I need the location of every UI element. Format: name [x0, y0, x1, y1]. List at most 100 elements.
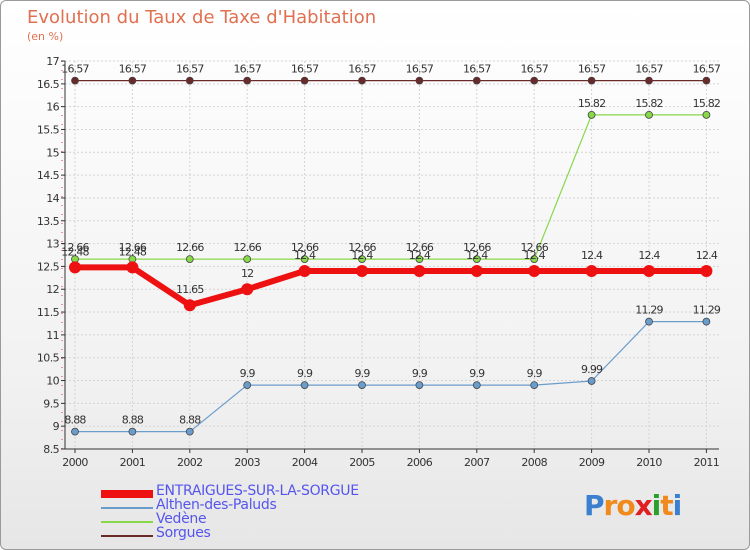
series-althen-des-paluds: 8.88 8.88 8.88 9.9 9.9 9.9 9.9 9.9 9.9 9.99 11.29 1… [64, 304, 722, 436]
data-label: 16.57 [463, 63, 491, 76]
x-tick-label: 2003 [234, 456, 260, 469]
y-tick-label: 13 [46, 238, 59, 251]
data-label: 12.4 [466, 249, 488, 262]
proxiti-logo: Proxiti [584, 489, 683, 522]
data-label: 12.48 [119, 245, 147, 258]
series-ved-ne: 12.66 12.66 12.66 12.66 12.66 12.66 12.66 12.66… [61, 97, 721, 264]
data-point [645, 76, 653, 85]
data-label: 9.99 [581, 363, 603, 376]
data-point [243, 76, 252, 85]
legend-label: Sorgues [156, 525, 211, 541]
data-point [585, 264, 598, 277]
data-point [71, 76, 79, 85]
data-point [530, 255, 539, 264]
y-tick-label: 10 [46, 375, 59, 388]
data-point [472, 76, 481, 85]
x-tick-label: 2004 [292, 456, 318, 469]
data-label: 12.66 [348, 241, 376, 254]
data-point [128, 427, 137, 436]
data-label: 12.4 [409, 249, 431, 262]
data-point [643, 264, 655, 277]
y-tick-label: 13.5 [37, 215, 60, 228]
x-tick-label: 2009 [579, 456, 605, 469]
data-point [470, 264, 483, 277]
x-tick-label: 2007 [464, 456, 490, 469]
data-label: 16.57 [406, 63, 434, 76]
data-point [358, 381, 366, 389]
data-label: 12.48 [61, 245, 89, 258]
data-label: 11.65 [176, 283, 204, 296]
data-label: 16.57 [291, 63, 319, 76]
data-point [243, 381, 252, 389]
data-label: 16.57 [176, 63, 204, 76]
x-tick-label: 2001 [120, 456, 146, 469]
y-tick-label: 14.5 [37, 169, 60, 182]
data-label: 8.88 [122, 414, 144, 427]
chart-title: Evolution du Taux de Taxe d'Habitation [27, 7, 377, 28]
data-point [300, 381, 309, 389]
data-point [185, 255, 194, 264]
series-sorgues: 16.57 16.57 16.57 16.57 16.57 16.57 16.57 16.57… [61, 63, 722, 85]
data-label: 16.57 [61, 63, 89, 76]
series-entraigues-sur-la-sorgue: 12.48 12.48 11.65 12 12.4 12.4 12.4 12.4 12.4 12.… [61, 245, 719, 312]
data-label: 16.57 [578, 63, 606, 76]
x-tick-label: 2008 [521, 456, 547, 469]
data-label: 16.57 [635, 63, 663, 76]
data-label: 16.57 [233, 63, 261, 76]
series-line [75, 321, 707, 433]
data-label: 12.66 [176, 241, 204, 254]
y-tick-label: 12 [46, 283, 59, 296]
y-tick-label: 12.5 [37, 260, 60, 273]
data-point [530, 381, 539, 389]
logo-letter: x [634, 489, 653, 522]
data-label: 8.88 [179, 414, 201, 427]
data-label: 12.4 [294, 249, 316, 262]
legend-label: Vedène [156, 511, 207, 527]
data-label: 12.4 [351, 249, 373, 262]
data-point [415, 255, 424, 264]
y-tick-label: 10.5 [37, 352, 60, 365]
data-label: 9.9 [240, 367, 256, 380]
data-point [358, 76, 366, 85]
data-label: 12.66 [119, 241, 147, 254]
y-tick-label: 15.5 [37, 123, 60, 136]
data-label: 12.4 [696, 249, 718, 262]
data-label: 16.57 [348, 63, 376, 76]
y-tick-label: 14 [46, 192, 59, 205]
data-label: 12.66 [406, 241, 434, 254]
data-point [528, 264, 541, 277]
legend-swatch [101, 521, 153, 523]
data-label: 11.29 [693, 304, 721, 317]
data-point [69, 261, 81, 274]
logo-letter: i [672, 489, 683, 522]
data-point [358, 255, 366, 264]
data-point [185, 427, 194, 436]
data-point [645, 110, 653, 119]
data-label: 15.82 [693, 97, 721, 110]
data-point [587, 110, 596, 119]
legend-swatch [101, 535, 153, 537]
logo-letter: i [651, 489, 662, 522]
series-line [75, 114, 707, 260]
data-label: 16.57 [119, 63, 147, 76]
y-tick-label: 17 [46, 55, 59, 68]
logo-letter: o [616, 489, 635, 522]
x-tick-label: 2006 [407, 456, 433, 469]
data-point [472, 255, 481, 264]
data-point [472, 381, 481, 389]
x-tick-label: 2005 [349, 456, 375, 469]
data-point [702, 76, 711, 85]
data-point [71, 427, 79, 436]
data-label: 11.29 [635, 304, 663, 317]
data-point [298, 264, 311, 277]
data-point [183, 299, 196, 312]
unit-label: (en %) [27, 30, 64, 43]
data-point [702, 110, 711, 119]
data-label: 9.9 [297, 367, 313, 380]
x-tick-label: 2010 [636, 456, 662, 469]
data-point [702, 317, 711, 326]
legend-swatch [101, 507, 153, 509]
data-label: 15.82 [578, 97, 606, 110]
data-label: 9.9 [354, 367, 370, 380]
